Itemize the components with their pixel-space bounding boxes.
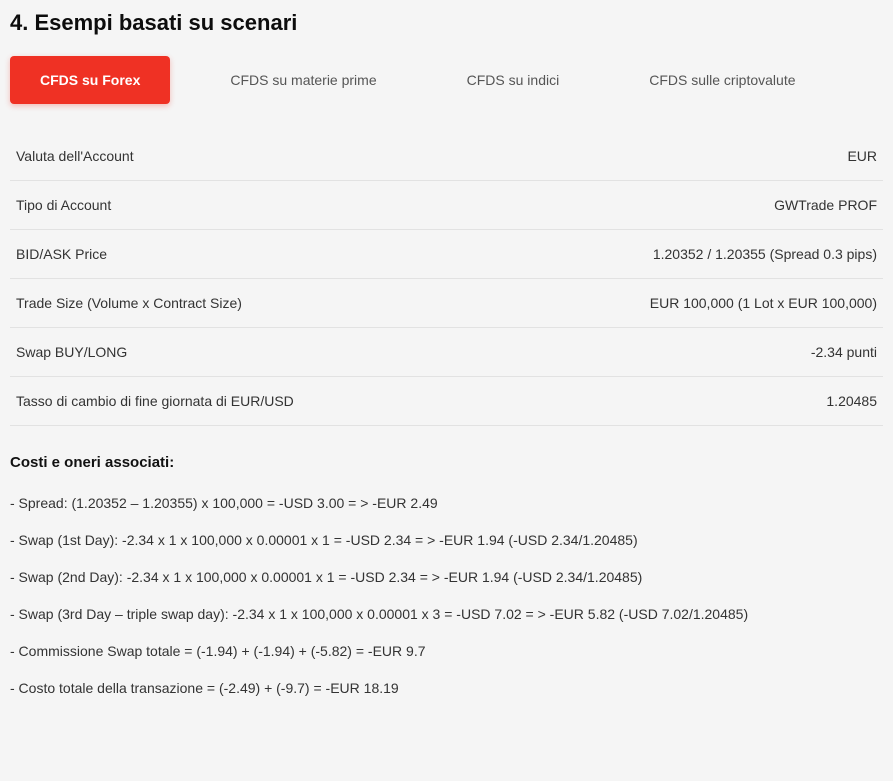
table-row: Tipo di Account GWTrade PROF [10, 181, 883, 230]
row-label: Swap BUY/LONG [16, 344, 127, 360]
calc-line: - Swap (1st Day): -2.34 x 1 x 100,000 x … [0, 522, 893, 559]
table-row: Valuta dell'Account EUR [10, 132, 883, 181]
tab-0[interactable]: CFDS su Forex [10, 56, 170, 104]
row-label: Tipo di Account [16, 197, 111, 213]
tabs-container: CFDS su Forex CFDS su materie prime CFDS s… [0, 56, 893, 132]
tab-1[interactable]: CFDS su materie prime [200, 56, 406, 104]
section-title: 4. Esempi basati su scenari [0, 0, 893, 56]
row-label: BID/ASK Price [16, 246, 107, 262]
row-value: EUR [847, 148, 877, 164]
calc-lines-container: - Spread: (1.20352 – 1.20355) x 100,000 … [0, 485, 893, 707]
calc-line: - Swap (2nd Day): -2.34 x 1 x 100,000 x … [0, 559, 893, 596]
row-value: GWTrade PROF [774, 197, 877, 213]
calc-line: - Swap (3rd Day – triple swap day): -2.3… [0, 596, 893, 633]
row-label: Trade Size (Volume x Contract Size) [16, 295, 242, 311]
row-label: Tasso di cambio di fine giornata di EUR/… [16, 393, 294, 409]
tab-3[interactable]: CFDS sulle criptovalute [619, 56, 825, 104]
row-value: 1.20485 [826, 393, 877, 409]
details-table: Valuta dell'Account EUR Tipo di Account GWT… [10, 132, 883, 426]
table-row: BID/ASK Price 1.20352 / 1.20355 (Spread 0… [10, 230, 883, 279]
table-row: Trade Size (Volume x Contract Size) EUR 1… [10, 279, 883, 328]
calc-line: - Spread: (1.20352 – 1.20355) x 100,000 … [0, 485, 893, 522]
calc-line: - Costo totale della transazione = (-2.4… [0, 670, 893, 707]
costs-subheading: Costi e oneri associati: [0, 426, 893, 485]
row-value: -2.34 punti [811, 344, 877, 360]
table-row: Swap BUY/LONG -2.34 punti [10, 328, 883, 377]
row-value: EUR 100,000 (1 Lot x EUR 100,000) [650, 295, 877, 311]
row-label: Valuta dell'Account [16, 148, 134, 164]
table-row: Tasso di cambio di fine giornata di EUR/… [10, 377, 883, 426]
row-value: 1.20352 / 1.20355 (Spread 0.3 pips) [653, 246, 877, 262]
tab-2[interactable]: CFDS su indici [437, 56, 590, 104]
calc-line: - Commissione Swap totale = (-1.94) + (-… [0, 633, 893, 670]
